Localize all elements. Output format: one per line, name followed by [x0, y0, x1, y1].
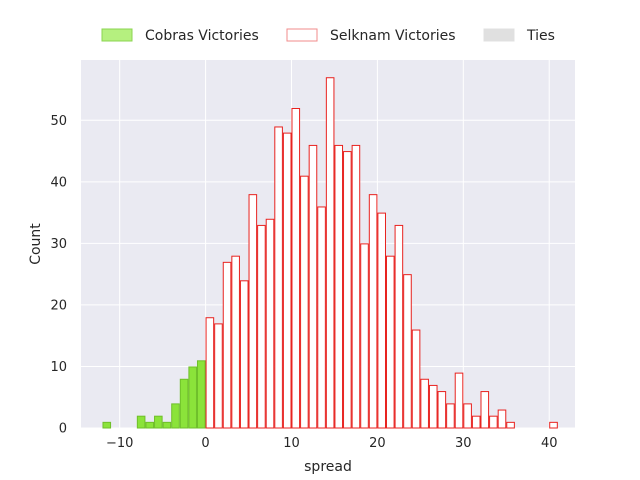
- selknam-victories-bar: [325, 77, 335, 429]
- bars: [102, 77, 558, 429]
- legend-swatch: [101, 28, 133, 42]
- legend: Cobras Victories Selknam Victories Ties: [101, 28, 555, 44]
- y-tick-label: 20: [50, 298, 67, 313]
- selknam-victories-bar: [437, 391, 447, 429]
- selknam-victories-bar: [428, 384, 438, 429]
- selknam-victories-bar: [411, 329, 421, 429]
- cobras-victories-bar: [179, 378, 189, 429]
- selknam-victories-bar: [506, 421, 515, 429]
- selknam-victories-bar: [497, 409, 507, 429]
- y-axis-label: Count: [28, 223, 44, 265]
- selknam-victories-bar: [291, 108, 301, 429]
- x-tick-label: 0: [201, 436, 209, 451]
- selknam-victories-bar: [454, 372, 464, 429]
- selknam-victories-bar: [231, 255, 240, 429]
- x-tick-label: 30: [455, 436, 472, 451]
- legend-swatch: [286, 28, 318, 42]
- cobras-victories-bar: [188, 366, 197, 429]
- selknam-victories-bar: [274, 126, 283, 429]
- legend-item-cobras-victories: Cobras Victories: [101, 28, 259, 44]
- selknam-victories-bar: [377, 212, 386, 429]
- x-tick-label: 10: [283, 436, 300, 451]
- selknam-victories-bar: [265, 218, 275, 429]
- legend-swatch: [483, 28, 515, 42]
- selknam-victories-bar: [549, 421, 558, 429]
- legend-item-ties: Ties: [483, 28, 555, 44]
- selknam-victories-bar: [420, 378, 429, 429]
- selknam-victories-bar: [463, 403, 472, 429]
- cobras-victories-bar: [102, 421, 112, 429]
- legend-label: Ties: [526, 28, 555, 44]
- selknam-victories-bar: [480, 391, 490, 429]
- selknam-victories-bar: [239, 280, 249, 429]
- selknam-victories-bar: [360, 243, 369, 429]
- selknam-victories-bar: [446, 403, 455, 429]
- y-tick-label: 50: [50, 114, 67, 129]
- cobras-victories-bar: [145, 421, 155, 429]
- selknam-victories-bar: [368, 194, 378, 429]
- selknam-victories-bar: [214, 323, 223, 429]
- legend-label: Selknam Victories: [330, 28, 456, 44]
- selknam-victories-bar: [343, 151, 352, 429]
- y-tick-label: 30: [50, 237, 67, 252]
- selknam-victories-bar: [308, 144, 318, 429]
- cobras-victories-bar: [171, 403, 180, 429]
- selknam-victories-bar: [317, 206, 326, 429]
- x-tick-label: 20: [369, 436, 386, 451]
- selknam-victories-bar: [282, 132, 292, 429]
- cobras-victories-bar: [136, 415, 146, 429]
- cobras-victories-bar: [154, 415, 163, 429]
- y-tick-label: 40: [50, 175, 67, 190]
- selknam-victories-bar: [403, 274, 412, 429]
- selknam-victories-bar: [257, 224, 266, 429]
- selknam-victories-bar: [489, 415, 498, 429]
- selknam-victories-bar: [394, 224, 404, 429]
- legend-item-selknam-victories: Selknam Victories: [286, 28, 456, 44]
- selknam-victories-bar: [385, 255, 395, 429]
- selknam-victories-bar: [248, 194, 258, 429]
- x-tick-labels: −10 0 10 20 30 40: [106, 436, 558, 451]
- selknam-victories-bar: [222, 261, 232, 429]
- selknam-victories-bar: [205, 317, 215, 429]
- x-tick-label: −10: [106, 436, 133, 451]
- y-tick-label: 10: [50, 360, 67, 375]
- y-tick-label: 0: [59, 422, 67, 437]
- cobras-victories-bar: [162, 421, 172, 429]
- cobras-victories-bar: [196, 360, 206, 429]
- legend-label: Cobras Victories: [145, 28, 259, 44]
- selknam-victories-bar: [334, 144, 344, 429]
- selknam-victories-bar: [471, 415, 481, 429]
- y-tick-labels: 0 10 20 30 40 50: [50, 114, 67, 437]
- x-axis-label: spread: [304, 459, 352, 475]
- selknam-victories-bar: [300, 175, 309, 429]
- x-tick-label: 40: [541, 436, 558, 451]
- selknam-victories-bar: [351, 144, 361, 429]
